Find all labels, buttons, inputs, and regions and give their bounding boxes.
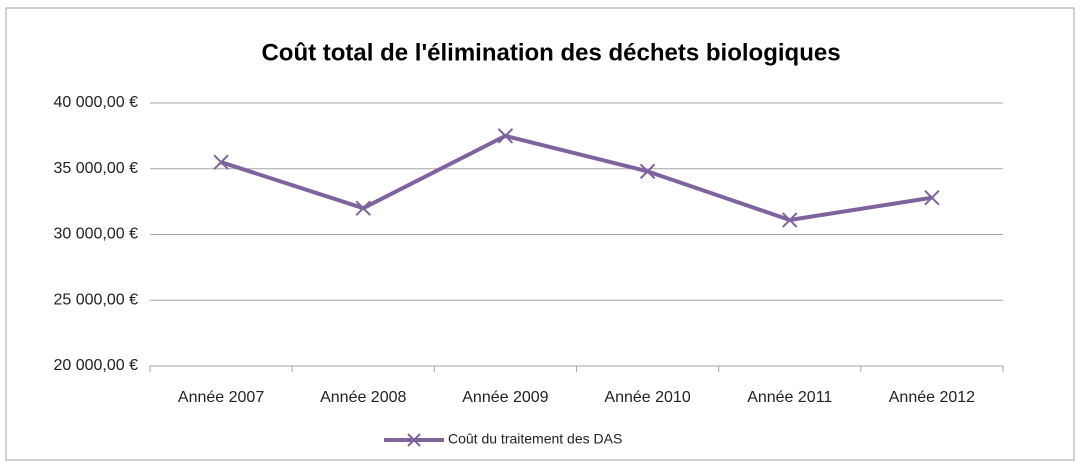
legend-label: Coût du traitement des DAS: [448, 431, 622, 447]
y-tick-label: 20 000,00 €: [53, 357, 138, 374]
y-tick-label: 40 000,00 €: [53, 94, 138, 111]
legend-marker: [407, 433, 421, 447]
x-tick-label: Année 2007: [178, 389, 264, 406]
y-tick-label: 35 000,00 €: [53, 160, 138, 177]
x-tick-label: Année 2010: [604, 389, 690, 406]
point-marker: [782, 212, 798, 228]
point-marker: [355, 200, 371, 216]
y-tick-label: 25 000,00 €: [53, 291, 138, 308]
x-tick-label: Année 2011: [747, 389, 832, 406]
x-tick-label: Année 2009: [462, 389, 548, 406]
series-line: [220, 133, 933, 223]
point-marker: [924, 189, 940, 206]
y-tick-label: 30 000,00 €: [53, 226, 138, 243]
x-tick-label: Année 2012: [889, 389, 975, 406]
point-marker: [639, 163, 656, 180]
point-marker: [213, 154, 229, 170]
point-marker: [497, 128, 514, 144]
x-tick-label: Année 2008: [320, 389, 406, 406]
chart-title: Coût total de l'élimination des déchets …: [261, 39, 840, 66]
